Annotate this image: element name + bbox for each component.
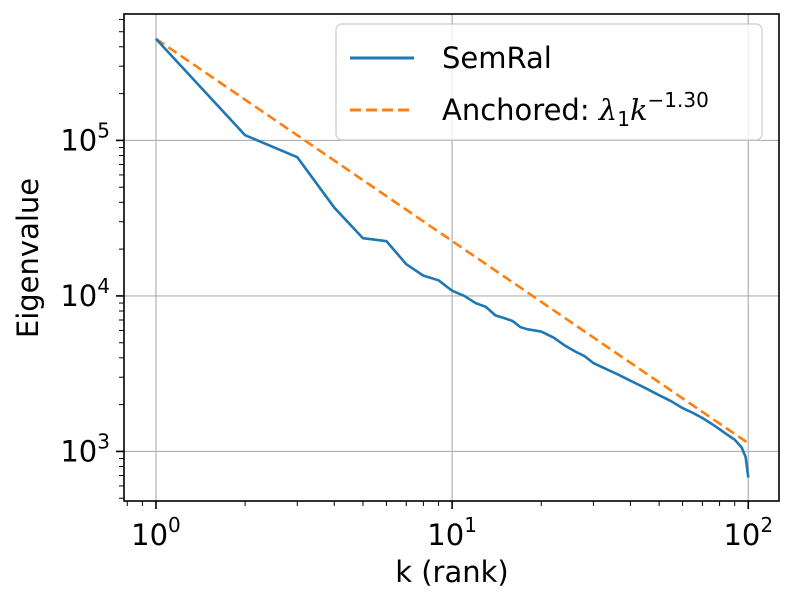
tick-labels: 100 101 102 103 104 105	[60, 118, 773, 552]
legend: SemRal Anchored: λ1k−1.30	[335, 23, 763, 141]
minor-ticks	[119, 18, 736, 506]
y-tick-label: 103	[60, 429, 110, 468]
x-tick-label: 100	[131, 513, 181, 552]
legend-k: k	[630, 93, 648, 127]
series-layer	[155, 37, 750, 478]
x-tick-label: 102	[723, 513, 773, 552]
legend-anchored-prefix: Anchored:	[442, 93, 599, 127]
legend-label-semral: SemRal	[442, 41, 552, 75]
legend-label-anchored: Anchored: λ1k−1.30	[442, 88, 709, 131]
x-tick-label: 101	[427, 513, 477, 552]
y-tick-label: 104	[60, 274, 110, 313]
x-axis-label: k (rank)	[395, 555, 509, 589]
legend-exponent: −1.30	[648, 88, 709, 112]
legend-lambda: λ	[598, 93, 617, 127]
major-ticks	[116, 139, 750, 509]
y-tick-label: 105	[60, 118, 110, 157]
plot-frame	[123, 13, 780, 502]
semral-series-line	[155, 37, 750, 478]
legend-lambda-subscript: 1	[617, 107, 630, 131]
y-axis-label: Eigenvalue	[11, 178, 45, 338]
legend-box	[335, 23, 763, 141]
